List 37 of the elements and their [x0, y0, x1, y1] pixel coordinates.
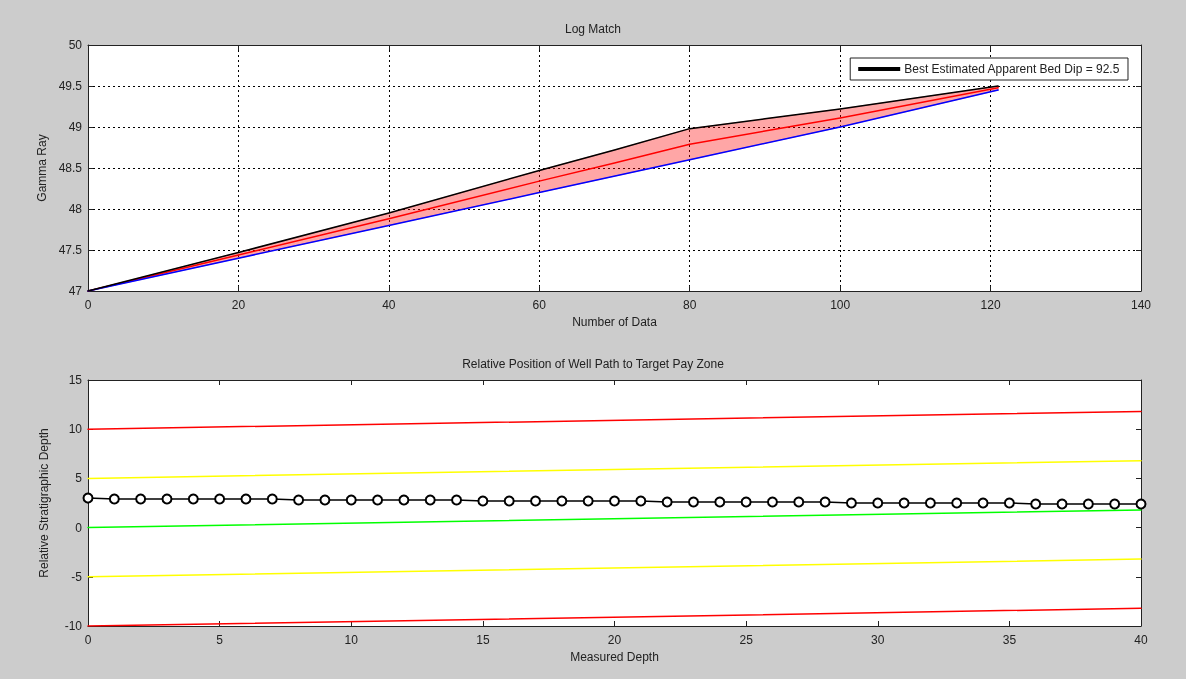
x-tick-label: 140 [1130, 298, 1152, 312]
y-axis-title: Gamma Ray [34, 134, 49, 202]
x-tick-label: 30 [871, 633, 885, 647]
x-axis-title: Measured Depth [570, 649, 659, 664]
y-tick-label: 48 [68, 202, 83, 216]
y-tick-label: 49 [68, 120, 83, 134]
x-axis-title: Number of Data [572, 314, 658, 329]
legend-label: Best Estimated Apparent Bed Dip = 92.5 [904, 62, 1120, 76]
chart-title: Relative Position of Well Path to Target Pay Zone [462, 357, 725, 371]
x-tick-label: 0 [84, 298, 92, 312]
y-tick-label: 50 [68, 38, 83, 52]
x-tick-label: 80 [683, 298, 697, 312]
x-tick-label: 15 [476, 633, 490, 647]
x-tick-label: 5 [216, 633, 224, 647]
x-tick-label: 20 [231, 298, 246, 312]
x-tick-label: 10 [344, 633, 359, 647]
x-tick-label: 40 [1134, 633, 1148, 647]
x-tick-label: 0 [84, 633, 92, 647]
y-axis-title: Relative Stratigraphic Depth [37, 428, 51, 578]
y-tick-label: 5 [75, 471, 83, 486]
x-tick-label: 20 [607, 633, 622, 647]
y-tick-label: -10 [64, 619, 83, 633]
chart-title: Log Match [564, 22, 622, 36]
x-tick-label: 120 [980, 298, 1001, 312]
y-tick-label: -5 [71, 569, 83, 584]
x-tick-label: 100 [830, 298, 851, 312]
x-tick-label: 40 [382, 298, 396, 312]
x-tick-label: 25 [739, 633, 754, 647]
y-tick-label: 47 [68, 284, 83, 298]
y-tick-label: 15 [68, 373, 83, 387]
y-tick-label: 0 [75, 520, 83, 535]
y-tick-label: 48.5 [58, 161, 83, 175]
y-tick-label: 47.5 [58, 243, 83, 257]
y-tick-label: 10 [68, 422, 83, 437]
x-tick-label: 60 [532, 298, 547, 312]
x-tick-label: 35 [1002, 633, 1017, 647]
y-tick-label: 49.5 [58, 79, 83, 93]
